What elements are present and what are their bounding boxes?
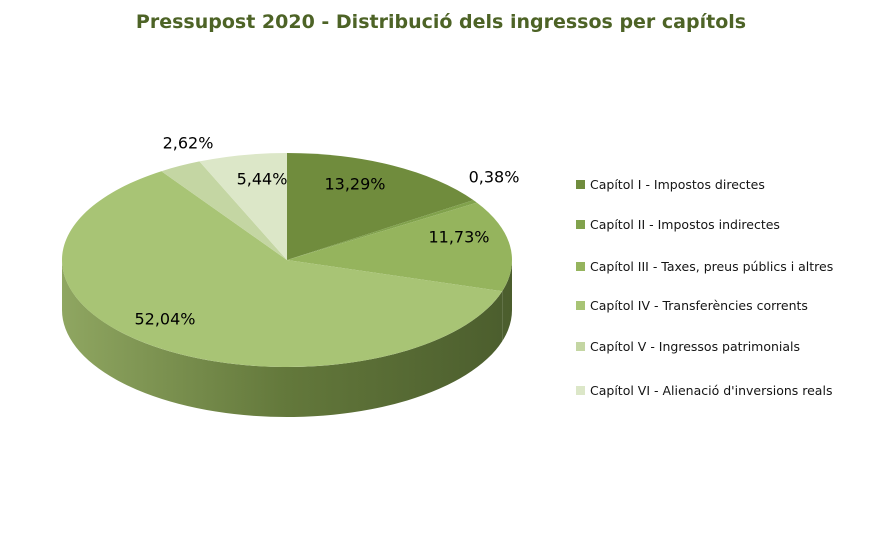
pie-slice-wall-capitol-iii [502, 260, 512, 342]
legend-label-capitol-iii: Capítol III - Taxes, preus públics i alt… [590, 259, 834, 274]
legend-label-capitol-i: Capítol I - Impostos directes [590, 177, 765, 192]
legend-swatch-capitol-iv [576, 301, 585, 310]
pie-slice-capitol-vi [199, 153, 287, 260]
legend: Capítol I - Impostos directes Capítol II … [576, 176, 876, 436]
pie-slice-capitol-i [287, 153, 474, 260]
slice-value-label-capitol-iv: 52,04% [134, 310, 195, 329]
chart-title: Pressupost 2020 - Distribució dels ingre… [135, 11, 747, 33]
legend-item-capitol-ii: Capítol II - Impostos indirectes [576, 216, 868, 234]
slice-value-label-capitol-ii: 0,38% [469, 168, 520, 187]
legend-item-capitol-v: Capítol V - Ingressos patrimonials [576, 338, 868, 356]
legend-item-capitol-i: Capítol I - Impostos directes [576, 176, 868, 194]
legend-swatch-capitol-i [576, 180, 585, 189]
legend-swatch-capitol-iii [576, 262, 585, 271]
slice-value-label-capitol-vi: 5,44% [237, 170, 288, 189]
legend-item-capitol-iv: Capítol IV - Transferències corrents [576, 297, 868, 315]
pie-slice-capitol-v [161, 161, 287, 260]
legend-label-capitol-v: Capítol V - Ingressos patrimonials [590, 339, 801, 354]
legend-swatch-capitol-vi [576, 386, 585, 395]
pie-slice-capitol-iii [287, 202, 512, 292]
legend-label-capitol-vi: Capítol VI - Alienació d'inversions real… [590, 383, 833, 398]
legend-label-capitol-iv: Capítol IV - Transferències corrents [590, 298, 808, 313]
legend-item-capitol-iii: Capítol III - Taxes, preus públics i alt… [576, 258, 860, 276]
slice-value-label-capitol-v: 2,62% [163, 134, 214, 153]
legend-swatch-capitol-v [576, 342, 585, 351]
pie-slice-capitol-iv [62, 171, 503, 368]
legend-item-capitol-vi: Capítol VI - Alienació d'inversions real… [576, 382, 854, 400]
legend-swatch-capitol-ii [576, 220, 585, 229]
pie-slice-wall-capitol-iv [62, 260, 503, 417]
slice-value-label-capitol-iii: 11,73% [428, 228, 489, 247]
slice-value-label-capitol-i: 13,29% [324, 175, 385, 194]
pie-slice-capitol-ii [287, 200, 477, 260]
legend-label-capitol-ii: Capítol II - Impostos indirectes [590, 217, 780, 232]
